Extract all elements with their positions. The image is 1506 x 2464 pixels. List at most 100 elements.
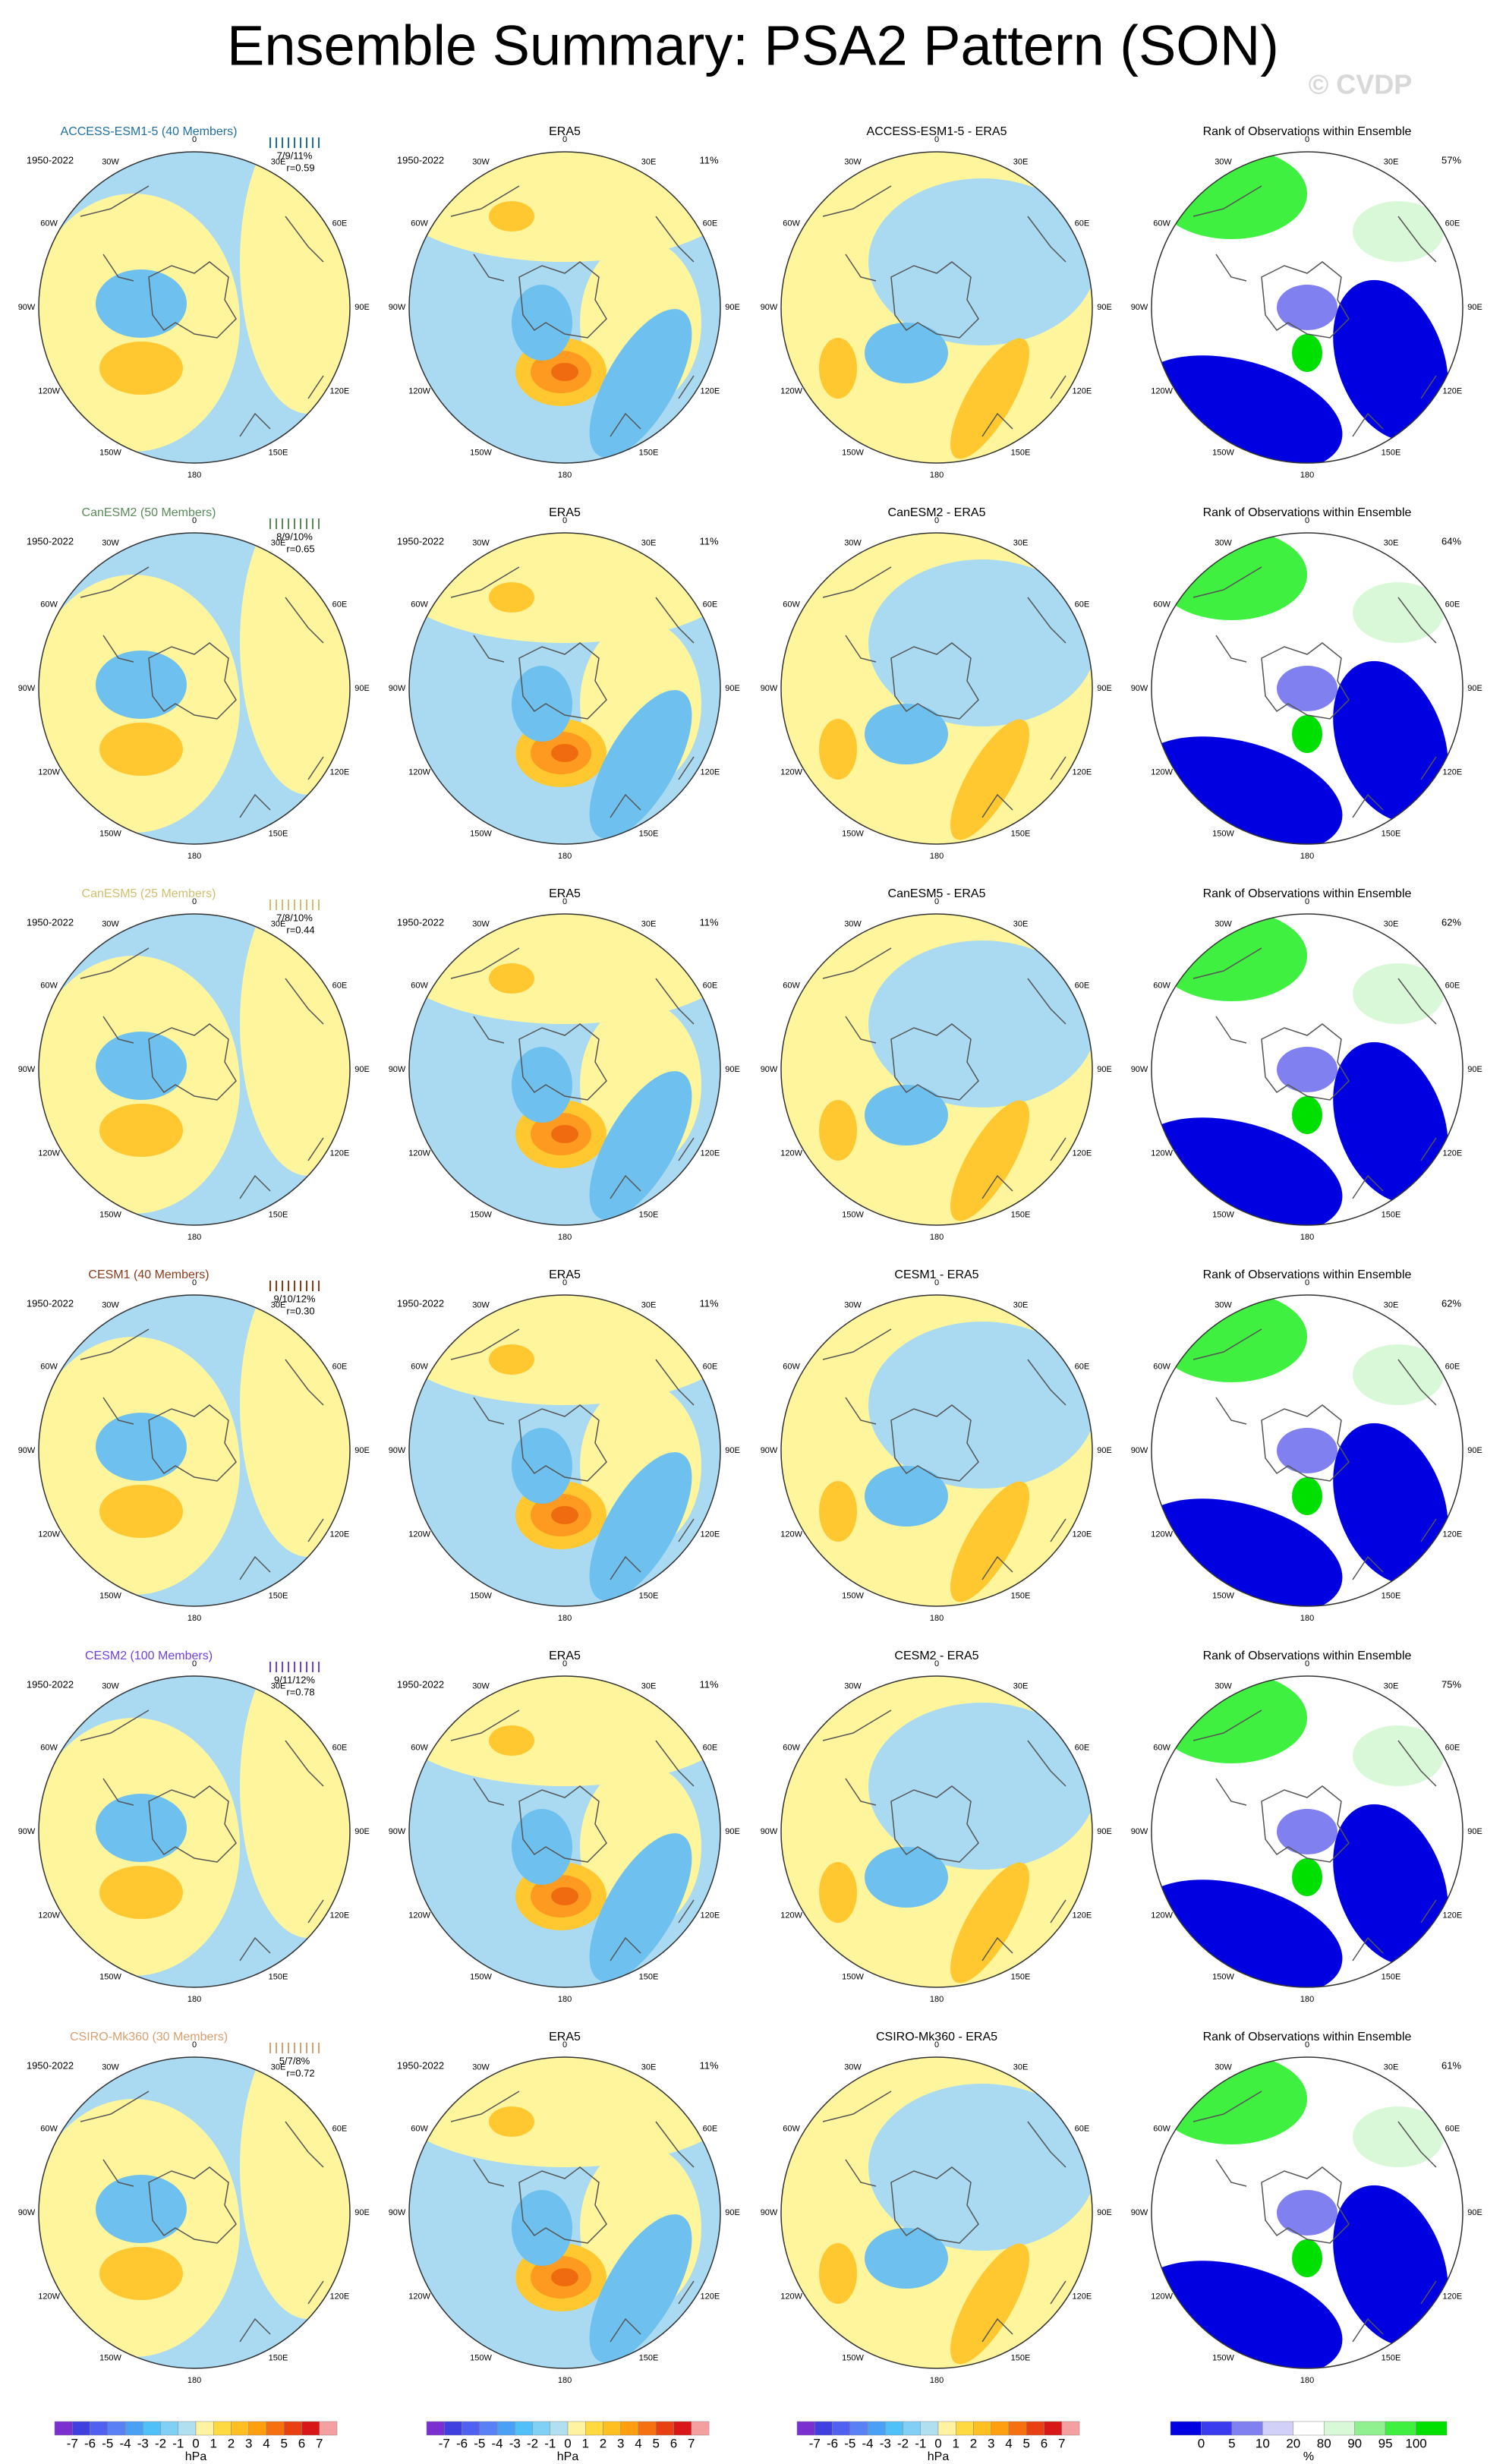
longitude-label: 60W: [783, 219, 800, 228]
map-panel: 0 30E 60E 90E 120E 150E 180 150W 120W 90W 60W 30W: [761, 1659, 1112, 2004]
longitude-label: 150W: [470, 2353, 492, 2362]
field-contour: [868, 941, 1092, 1108]
colorbar-tick-label: 10: [1256, 2436, 1270, 2450]
colorbar-segment: [266, 2421, 285, 2436]
map-panel: 0 30E 60E 90E 120E 150E 180 150W 120W 90W 60W 30W: [761, 1278, 1112, 1623]
colorbar-segment: [832, 2421, 850, 2436]
panel-title: Rank of Observations within Ensemble: [1203, 506, 1412, 519]
field-contour: [819, 1481, 857, 1542]
longitude-label: 0: [562, 135, 567, 144]
colorbar-segment: [903, 2421, 921, 2436]
longitude-label: 30E: [271, 920, 286, 929]
longitude-label: 180: [930, 852, 944, 861]
map-border: [1151, 151, 1463, 464]
field-contour: [489, 963, 534, 994]
field-contour: [819, 1100, 857, 1161]
longitude-label: 90E: [1467, 1827, 1482, 1836]
longitude-label: 90W: [1131, 1446, 1148, 1455]
field-contour: [1333, 1423, 1448, 1585]
longitude-label: 30E: [1013, 920, 1029, 929]
period: 1950-2022: [27, 1678, 74, 1690]
longitude-label: 60W: [411, 600, 428, 609]
field-contour: [551, 1125, 578, 1143]
colorbar-segment: [1293, 2421, 1325, 2436]
longitude-label: 180: [558, 471, 572, 480]
longitude-label: 120W: [408, 386, 430, 395]
field-contour: [99, 1866, 183, 1919]
field-contour: [1353, 2106, 1444, 2167]
longitude-label: 60W: [783, 2124, 800, 2133]
longitude-label: 90W: [389, 2208, 406, 2217]
longitude-label: 30E: [641, 920, 657, 929]
longitude-label: 180: [1300, 471, 1314, 480]
map-panel: 0 30E 60E 90E 120E 150E 180 150W 120W 90W 60W 30W: [761, 2040, 1112, 2385]
longitude-label: 30E: [271, 158, 286, 167]
field-contour: [96, 651, 187, 719]
longitude-label: 60W: [1153, 1743, 1170, 1752]
field-contour: [868, 559, 1092, 726]
longitude-label: 90W: [761, 1446, 778, 1455]
longitude-label: 150E: [1011, 829, 1031, 838]
longitude-label: 120W: [780, 1530, 802, 1539]
longitude-label: 120E: [1443, 386, 1463, 395]
longitude-label: 90E: [1097, 303, 1112, 312]
panel-title: CSIRO-Mk360 - ERA5: [876, 2031, 997, 2043]
coastline: [450, 947, 695, 1199]
longitude-label: 150E: [1011, 2353, 1031, 2362]
longitude-label: 150W: [470, 1210, 492, 1219]
colorbar-tick-label: -1: [544, 2436, 556, 2450]
longitude-label: 60E: [332, 2124, 348, 2133]
map-border: [408, 1675, 721, 1988]
colorbar-tick-label: 20: [1286, 2436, 1300, 2450]
field-contour: [512, 1809, 572, 1885]
longitude-label: 90E: [354, 2208, 370, 2217]
longitude-label: 60W: [783, 981, 800, 990]
colorbar-segment: [532, 2421, 550, 2436]
colorbar-tick-label: 1: [582, 2436, 589, 2450]
longitude-label: 60W: [40, 1743, 58, 1752]
map-field: [1152, 533, 1463, 844]
period: 1950-2022: [397, 2059, 444, 2071]
map-panel: 0 30E 60E 90E 120E 150E 180 150W 120W 90W 60W 30W: [1131, 1278, 1482, 1623]
field-contour: [512, 2190, 572, 2266]
longitude-label: 180: [558, 852, 572, 861]
longitude-label: 30E: [1013, 539, 1029, 548]
longitude-label: 180: [930, 1614, 944, 1623]
map-border: [780, 151, 1093, 464]
longitude-label: 180: [1300, 1233, 1314, 1242]
field-contour: [589, 309, 692, 458]
map-border: [780, 1294, 1093, 1607]
longitude-label: 0: [562, 516, 567, 525]
field-contour: [551, 1506, 578, 1524]
longitude-label: 30W: [472, 158, 490, 167]
field-contour: [868, 2084, 1092, 2251]
colorbar-segment: [231, 2421, 249, 2436]
longitude-label: 180: [187, 852, 201, 861]
longitude-label: 120W: [1151, 1911, 1173, 1920]
colorbar-tick-label: -2: [897, 2436, 909, 2450]
panel-title: ERA5: [549, 1649, 581, 1662]
colorbar-tick-label: 1: [210, 2436, 217, 2450]
longitude-label: 150W: [842, 1972, 864, 1981]
colorbar-segment: [796, 2421, 815, 2436]
longitude-label: 120E: [1073, 386, 1092, 395]
period: 1950-2022: [397, 1297, 444, 1309]
longitude-label: 150W: [1212, 829, 1234, 838]
pct-explained: 61%: [1441, 2059, 1461, 2071]
colorbar-segment: [1354, 2421, 1386, 2436]
field-contour: [1333, 660, 1448, 823]
longitude-label: 150E: [269, 1972, 288, 1981]
coastline: [822, 2091, 1066, 2343]
field-contour: [1277, 1809, 1337, 1854]
longitude-label: 30E: [1384, 1301, 1399, 1310]
longitude-label: 150W: [99, 1210, 121, 1219]
panel-title: Rank of Observations within Ensemble: [1203, 1268, 1412, 1281]
colorbar-segment: [1044, 2421, 1062, 2436]
longitude-label: 150W: [842, 448, 864, 457]
field-contour: [589, 1833, 692, 1982]
longitude-label: 30E: [641, 539, 657, 548]
pct-explained: 62%: [1441, 916, 1461, 928]
field-contour: [1333, 2185, 1448, 2347]
map-border: [780, 2056, 1093, 2369]
colorbar-tick-label: 4: [263, 2436, 269, 2450]
